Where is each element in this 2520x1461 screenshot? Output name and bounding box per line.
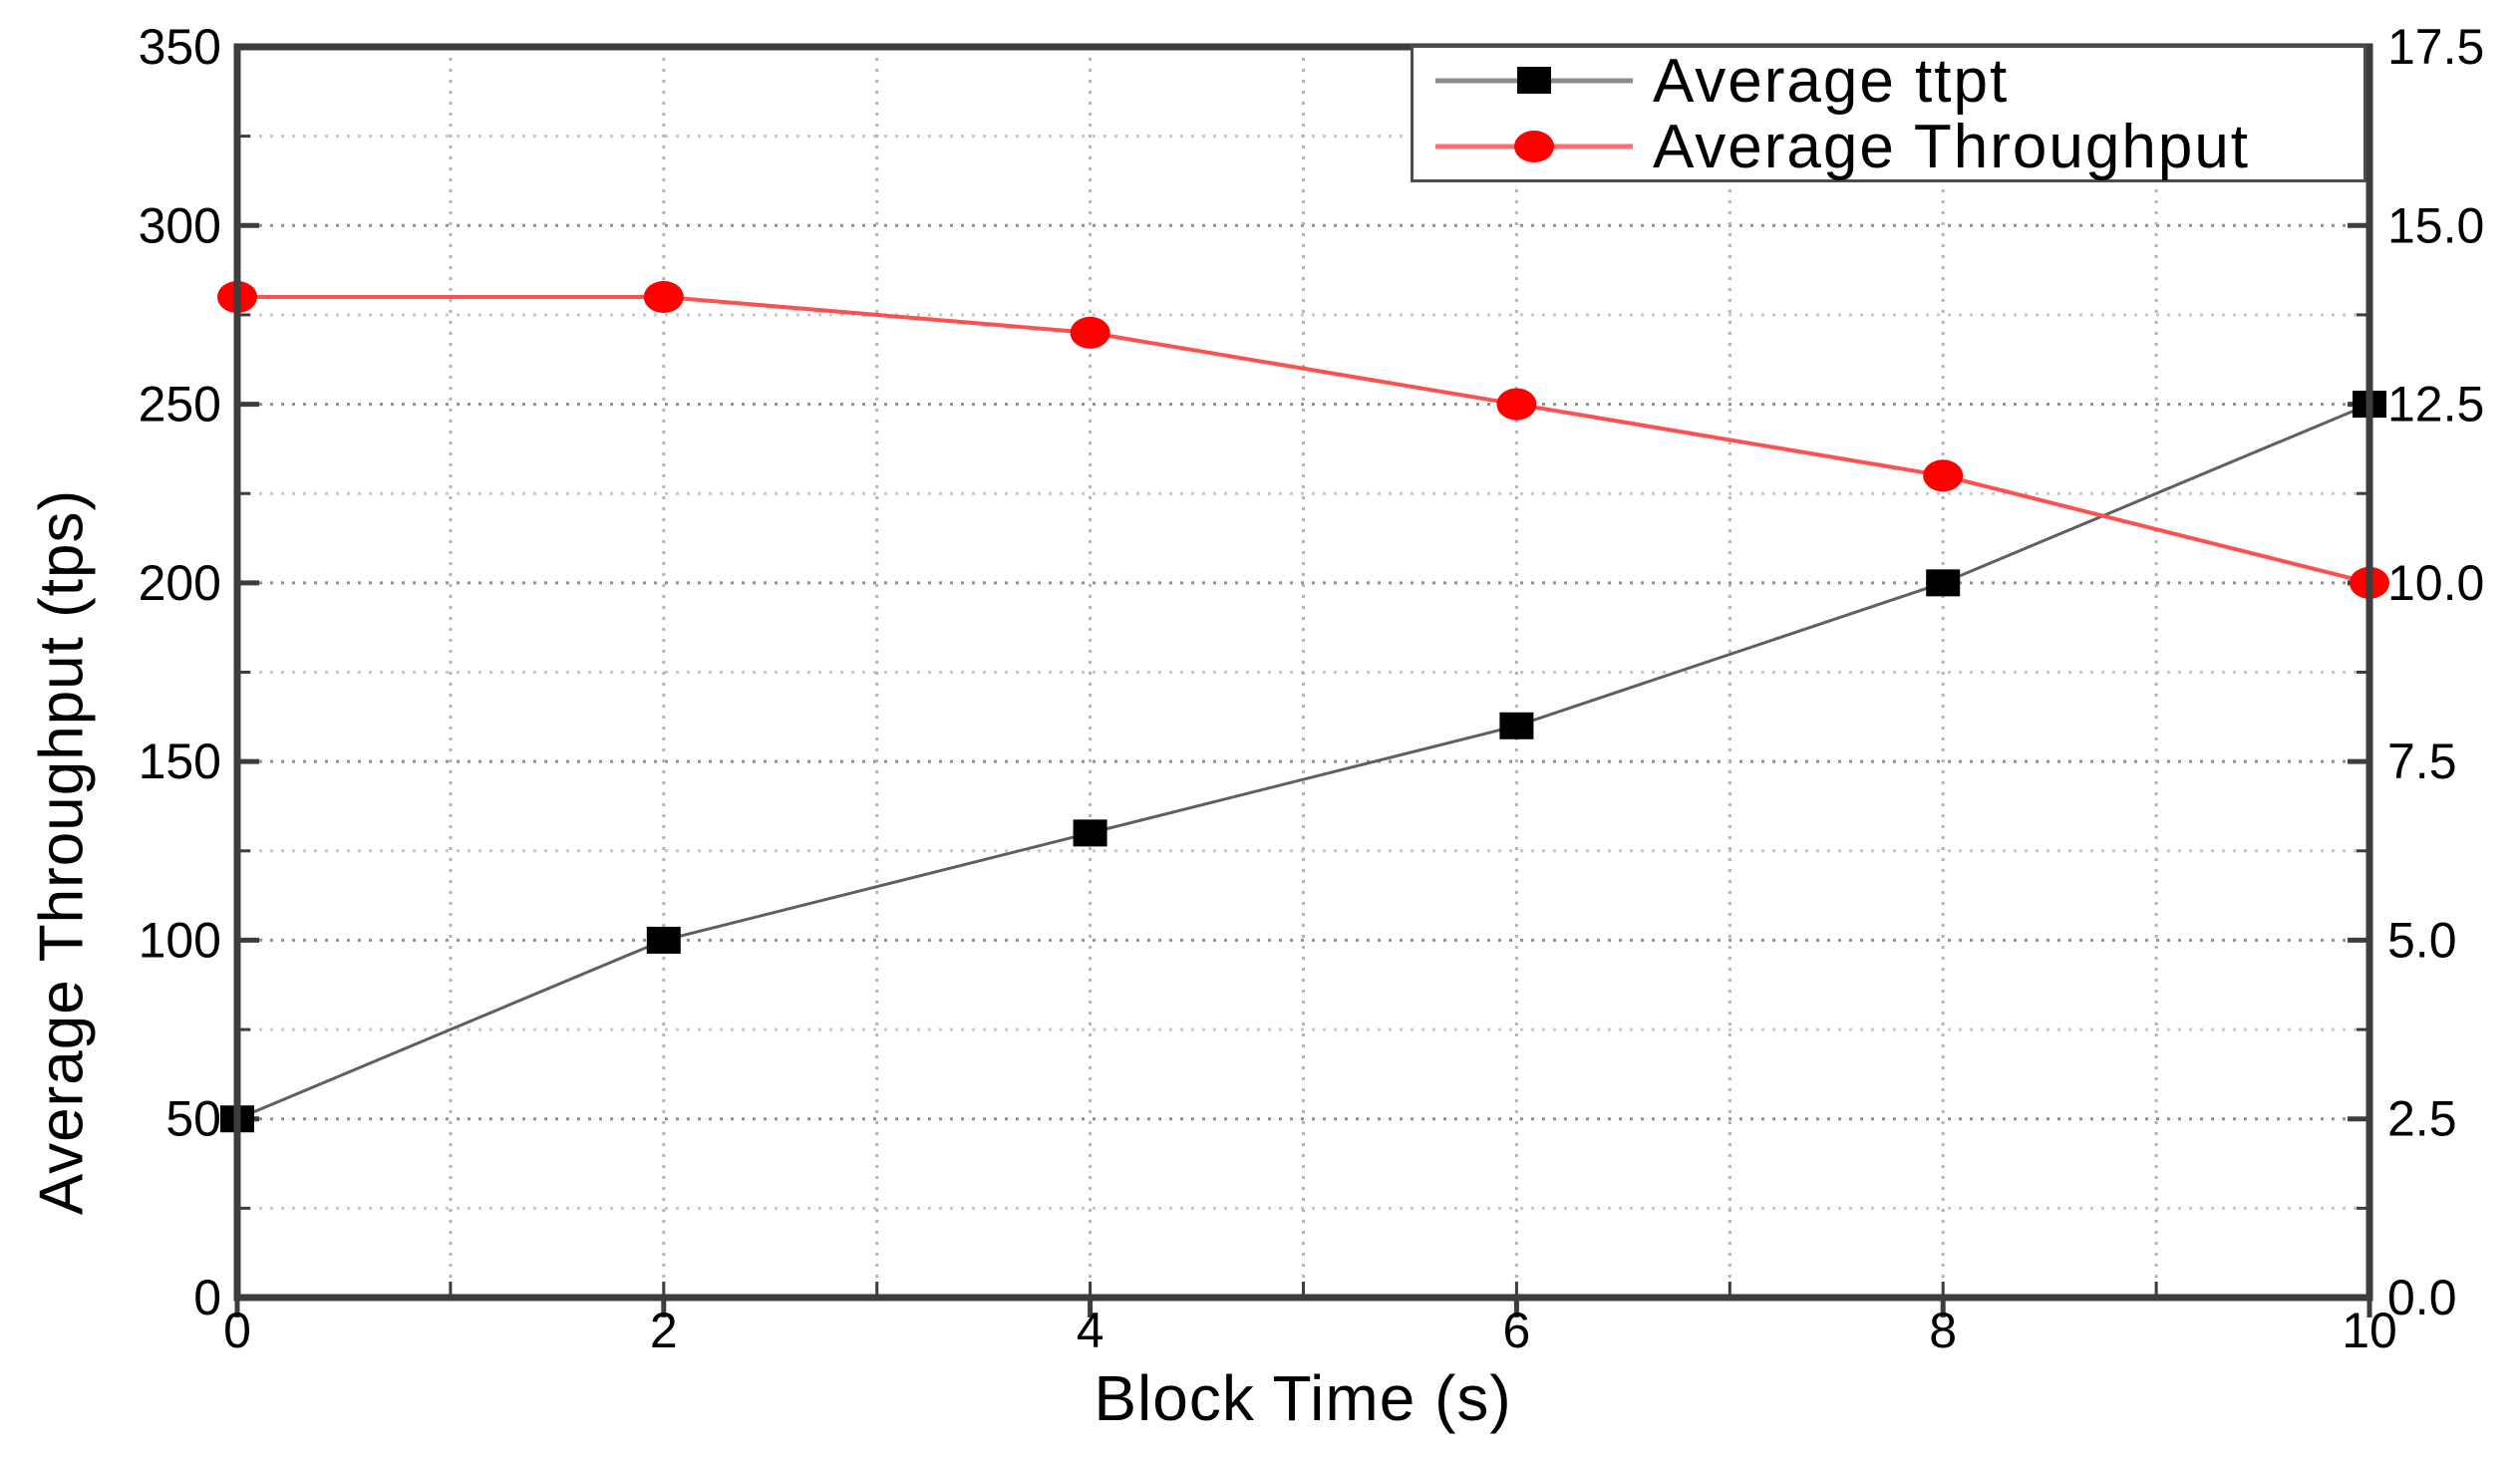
y-right-tick-label: 15.0 — [2387, 197, 2484, 253]
tick-labels: 0501001502002503003500.02.55.07.510.012.… — [139, 19, 2485, 1358]
y-right-tick-label: 10.0 — [2387, 555, 2484, 611]
y-left-tick-label: 300 — [139, 197, 221, 253]
y-right-tick-label: 5.0 — [2387, 912, 2457, 968]
y-left-tick-label: 100 — [139, 912, 221, 968]
series-average-throughput — [217, 281, 2389, 599]
x-tick-label: 2 — [650, 1303, 678, 1358]
y-right-tick-label: 0.0 — [2387, 1270, 2457, 1325]
plot-border — [233, 43, 2373, 1302]
legend-label: Average ttpt — [1653, 46, 2010, 116]
data-point-marker — [1926, 569, 1961, 597]
circle-marker-icon — [1514, 131, 1554, 162]
y-left-tick-label: 250 — [139, 377, 221, 433]
square-marker-icon — [1517, 67, 1551, 94]
x-tick-label: 4 — [1077, 1303, 1104, 1358]
series-line — [237, 295, 2370, 585]
x-axis-title: Block Time (s) — [1094, 1362, 1512, 1434]
legend-sample-ttpt — [1435, 67, 1633, 94]
y-right-tick-label: 7.5 — [2387, 733, 2457, 789]
y-right-tick-label: 2.5 — [2387, 1091, 2457, 1147]
y-left-tick-label: 350 — [139, 19, 221, 75]
legend-label: Average Throughput — [1653, 112, 2251, 181]
data-point-marker — [1073, 819, 1107, 847]
series-average-ttpt — [220, 391, 2386, 1133]
series-line — [236, 403, 2370, 1121]
x-tick-label: 10 — [2342, 1303, 2397, 1358]
x-tick-label: 0 — [223, 1303, 251, 1358]
gridlines — [237, 47, 2369, 1298]
data-point-marker — [1070, 316, 1110, 349]
data-point-marker — [643, 281, 684, 313]
y-right-tick-label: 17.5 — [2387, 19, 2484, 75]
legend-entry-average-throughput: Average Throughput — [1414, 112, 2363, 181]
legend-entry-average-ttpt: Average ttpt — [1414, 46, 2363, 116]
data-point-marker — [1496, 388, 1537, 421]
y-left-tick-label: 150 — [139, 733, 221, 789]
x-tick-label: 6 — [1502, 1303, 1530, 1358]
y-right-tick-label: 12.5 — [2387, 377, 2484, 433]
x-tick-label: 8 — [1929, 1303, 1957, 1358]
legend: Average ttpt Average Throughput — [1411, 45, 2366, 182]
y-left-tick-label: 200 — [139, 555, 221, 611]
y-left-tick-label: 0 — [193, 1270, 221, 1325]
y-axis-title: Average Throughput (tps) — [27, 488, 97, 1216]
data-point-marker — [1923, 459, 1964, 492]
legend-sample-throughput — [1435, 131, 1633, 162]
data-point-marker — [646, 926, 681, 954]
data-point-marker — [1499, 712, 1534, 739]
y-left-tick-label: 50 — [165, 1091, 221, 1147]
